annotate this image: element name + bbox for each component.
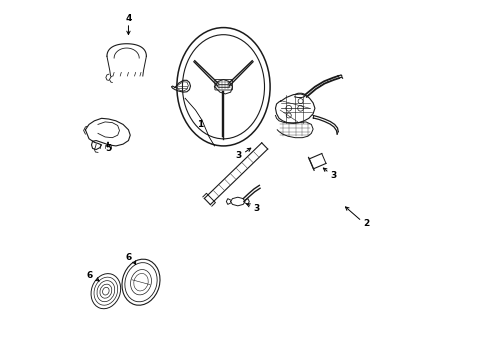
- Text: 3: 3: [253, 204, 260, 213]
- Text: 1: 1: [196, 120, 203, 129]
- Text: 2: 2: [363, 219, 369, 228]
- Text: 6: 6: [87, 270, 93, 279]
- Text: 6: 6: [125, 253, 132, 262]
- Text: 5: 5: [105, 144, 111, 153]
- Text: 4: 4: [125, 14, 132, 23]
- Text: 3: 3: [235, 151, 242, 160]
- Text: 3: 3: [330, 171, 337, 180]
